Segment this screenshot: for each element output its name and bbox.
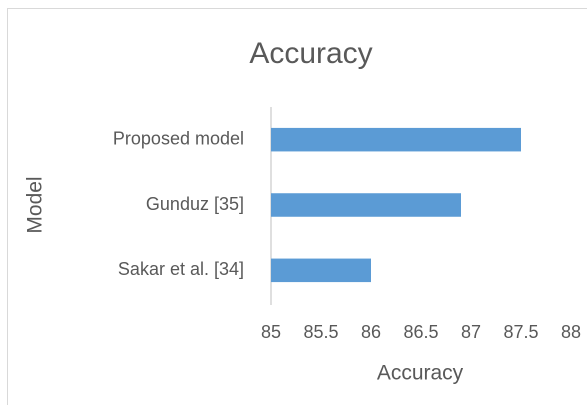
bar [271,193,461,217]
x-tick-label: 86 [361,322,381,342]
x-tick-label: 86.5 [403,322,438,342]
x-tick-label: 88 [561,322,581,342]
y-tick-label: Sakar et al. [34] [118,259,244,279]
x-tick-label: 85.5 [303,322,338,342]
y-tick-label: Proposed model [113,128,244,148]
bar [271,258,371,283]
y-tick-label: Gunduz [35] [146,194,244,214]
bar [271,127,521,152]
x-tick-label: 87.5 [503,322,538,342]
chart-title: Accuracy [249,37,372,70]
y-axis-label: Model [24,176,47,233]
x-axis-label: Accuracy [377,362,464,385]
x-tick-label: 85 [261,322,281,342]
x-tick-label: 87 [461,322,481,342]
